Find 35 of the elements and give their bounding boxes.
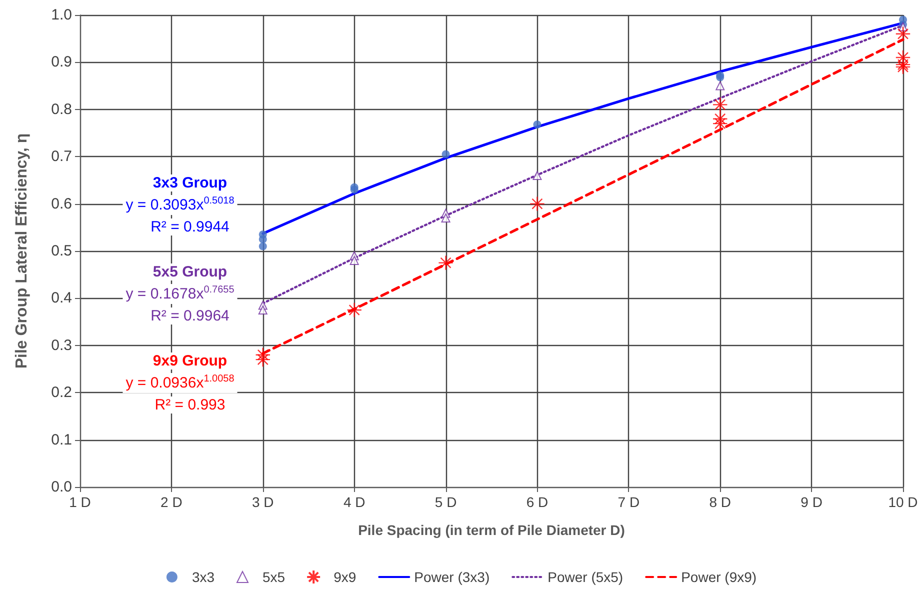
x-axis-title: Pile Spacing (in term of Pile Diameter D) [358, 522, 625, 538]
legend-label: Power (9x9) [681, 569, 757, 585]
annotation: 9x9 Group [152, 352, 228, 370]
x-tick-label: 8 D [709, 494, 732, 510]
y-tick-label: 0.2 [51, 384, 72, 402]
x-tick-label: 10 D [888, 494, 918, 510]
y-tick-label: 0.9 [51, 54, 72, 71]
y-tick-label: 0.1 [51, 431, 72, 448]
annotation: 5x5 Group [152, 264, 228, 280]
legend-label: 9x9 [334, 569, 356, 585]
annotation: R² = 0.993 [154, 396, 226, 414]
annotation: R² = 0.9964 [150, 308, 230, 324]
legend-label: Power (3x3) [414, 569, 490, 585]
x-tick-label: 7 D [618, 494, 640, 510]
y-axis-title: Pile Group Lateral Efficiency, η [14, 133, 30, 369]
y-tick-label: 0.4 [51, 290, 72, 307]
y-tick-label: 0.0 [51, 478, 72, 496]
y-tick-label: 0.6 [51, 195, 72, 212]
x-tick-label: 5 D [434, 494, 457, 510]
y-tick-label: 0.7 [51, 148, 72, 166]
legend-label: 3x3 [192, 569, 215, 585]
y-tick-label: 0.3 [51, 336, 72, 354]
x-tick-label: 3 D [252, 494, 274, 510]
x-tick-label: 4 D [343, 494, 366, 510]
annotation: R² = 0.9944 [150, 218, 230, 236]
x-tick-label: 2 D [160, 494, 182, 510]
x-tick-label: 9 D [800, 494, 822, 510]
y-tick-label: 0.5 [51, 242, 72, 260]
annotation: 3x3 Group [152, 174, 228, 192]
x-tick-label: 1 D [69, 494, 91, 510]
y-tick-label: 1.0 [51, 6, 72, 24]
y-tick-label: 0.8 [51, 100, 72, 118]
legend-label: Power (5x5) [548, 569, 624, 585]
x-tick-label: 6 D [526, 494, 548, 510]
legend-label: 5x5 [262, 569, 286, 585]
